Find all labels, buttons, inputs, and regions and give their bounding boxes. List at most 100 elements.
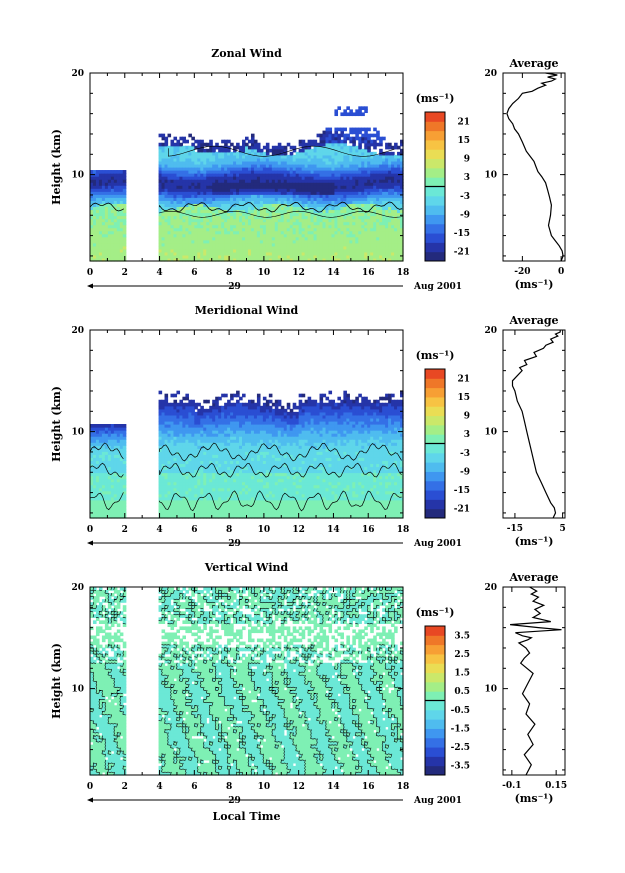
- heatmap-cell: [286, 167, 291, 171]
- contour-line: [168, 145, 395, 157]
- heatmap-cell: [337, 218, 341, 223]
- heatmap-cell: [283, 254, 288, 259]
- heatmap-cell: [233, 233, 237, 238]
- heatmap-cell: [352, 251, 356, 256]
- heatmap-cell: [173, 173, 178, 177]
- heatmap-cell: [215, 457, 219, 461]
- heatmap-cell: [224, 221, 228, 226]
- heatmap-cell: [313, 224, 318, 229]
- heatmap-cell: [215, 408, 219, 413]
- heatmap-cell: [328, 160, 333, 165]
- heatmap-cell: [182, 221, 186, 226]
- heatmap-cell: [203, 475, 207, 480]
- heatmap-cell: [367, 224, 371, 229]
- heatmap-cell: [307, 200, 312, 204]
- heatmap-cell: [176, 157, 181, 162]
- heatmap-cell: [298, 170, 303, 174]
- heatmap-cell: [328, 209, 333, 214]
- heatmap-cell: [98, 218, 103, 223]
- heatmap-cell: [176, 242, 181, 247]
- heatmap-cell: [176, 472, 181, 477]
- heatmap-cell: [352, 245, 356, 250]
- heatmap-cell: [116, 224, 121, 229]
- heatmap-cell: [104, 185, 109, 189]
- heatmap-cell: [364, 170, 368, 174]
- heatmap-cell: [158, 236, 163, 241]
- heatmap-cell: [92, 212, 97, 217]
- heatmap-cell: [203, 478, 207, 483]
- heatmap-cell: [236, 221, 240, 226]
- heatmap-cell: [161, 402, 166, 407]
- heatmap-cell: [185, 236, 189, 241]
- heatmap-cell: [242, 224, 246, 229]
- heatmap-cell: [379, 215, 383, 220]
- heatmap-cell: [176, 502, 181, 507]
- heatmap-cell: [185, 160, 189, 165]
- heatmap-cell: [230, 227, 234, 232]
- heatmap-cell: [161, 194, 166, 198]
- heatmap-cell: [361, 242, 365, 247]
- heatmap-cell: [262, 185, 267, 189]
- heatmap-cell: [164, 493, 169, 498]
- heatmap-cell: [400, 209, 404, 214]
- heatmap-cell: [101, 457, 106, 461]
- heatmap-cell: [265, 203, 270, 208]
- heatmap-cell: [176, 499, 181, 504]
- heatmap-cell: [221, 206, 225, 211]
- heatmap-cell: [224, 236, 228, 241]
- heatmap-cell: [212, 227, 216, 232]
- heatmap-cell: [325, 221, 330, 226]
- heatmap-cell: [95, 487, 100, 492]
- heatmap-cell: [346, 182, 350, 186]
- heatmap-cell: [179, 487, 184, 492]
- heatmap-cell: [367, 203, 371, 208]
- heatmap-cell: [95, 472, 100, 477]
- heatmap-cell: [352, 203, 356, 208]
- heatmap-cell: [313, 173, 318, 177]
- heatmap-cell: [271, 212, 276, 217]
- heatmap-cell: [259, 157, 264, 162]
- heatmap-cell: [203, 457, 207, 461]
- heatmap-cell: [370, 191, 374, 195]
- heatmap-cell: [376, 185, 380, 189]
- heatmap-cell: [218, 484, 222, 489]
- heatmap-cell: [328, 197, 333, 201]
- heatmap-cell: [95, 251, 100, 256]
- heatmap-cell: [361, 173, 365, 177]
- heatmap-cell: [289, 206, 294, 211]
- heatmap-cell: [212, 215, 216, 220]
- heatmap-cell: [188, 439, 192, 443]
- heatmap-cell: [343, 185, 347, 189]
- heatmap-cell: [325, 185, 330, 189]
- heatmap-cell: [364, 163, 368, 168]
- heatmap-cell: [164, 239, 169, 244]
- heatmap-cell: [110, 508, 115, 513]
- heatmap-cell: [188, 460, 192, 465]
- heatmap-cell: [90, 170, 94, 174]
- heatmap-cell: [185, 420, 189, 425]
- heatmap-cell: [313, 185, 318, 189]
- heatmap-cell: [298, 248, 303, 253]
- heatmap-cell: [104, 475, 109, 480]
- heatmap-cell: [173, 154, 178, 159]
- heatmap-cell: [316, 257, 321, 262]
- heatmap-cell: [113, 451, 118, 455]
- heatmap-cell: [304, 154, 309, 159]
- heatmap-cell: [194, 490, 198, 495]
- heatmap-cell: [262, 239, 267, 244]
- heatmap-cell: [310, 230, 315, 235]
- heatmap-cell: [277, 197, 282, 201]
- heatmap-cell: [98, 185, 103, 189]
- heatmap-cell: [170, 197, 175, 201]
- heatmap-cell: [316, 191, 321, 195]
- heatmap-cell: [218, 469, 222, 474]
- heatmap-cell: [206, 451, 210, 455]
- heatmap-cell: [400, 236, 404, 241]
- heatmap-cell: [310, 203, 315, 208]
- heatmap-cell: [319, 182, 324, 186]
- heatmap-cell: [92, 170, 97, 174]
- heatmap-cell: [236, 233, 240, 238]
- heatmap-cell: [370, 151, 374, 156]
- heatmap-cell: [367, 254, 371, 259]
- heatmap-cell: [379, 142, 383, 147]
